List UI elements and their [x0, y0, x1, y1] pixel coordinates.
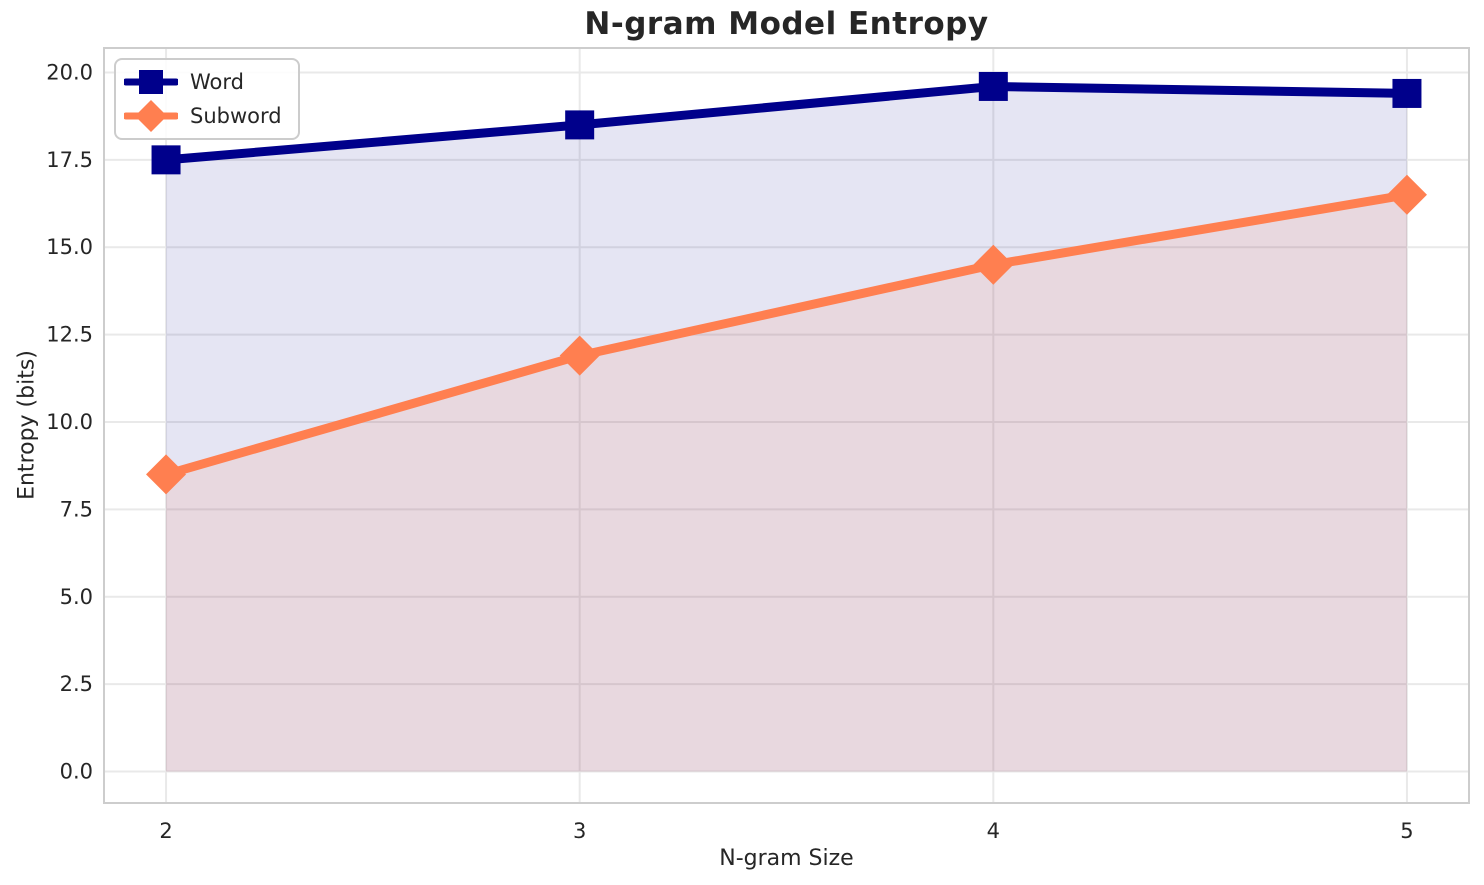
- chart-title: N-gram Model Entropy: [584, 6, 989, 42]
- y-tick-label: 12.5: [46, 323, 93, 347]
- series-line: [161, 190, 1412, 479]
- y-tick-label: 20.0: [46, 60, 93, 84]
- series-area: [166, 86, 1407, 772]
- data-point-marker: [146, 454, 187, 495]
- y-tick-label: 10.0: [46, 410, 93, 434]
- y-tick-label: 0.0: [60, 760, 93, 784]
- legend-label-subword: Subword: [190, 104, 282, 128]
- series-line: [161, 81, 1412, 165]
- x-tick-label: 3: [573, 819, 586, 843]
- x-tick-label: 5: [1400, 819, 1413, 843]
- data-point-marker: [559, 335, 600, 376]
- word-line-marker-icon: [124, 70, 178, 94]
- y-tick-label: 2.5: [60, 672, 93, 696]
- y-tick-label: 7.5: [60, 497, 93, 521]
- subword-line-marker-icon: [124, 100, 178, 132]
- legend-label-word: Word: [190, 70, 244, 94]
- legend-item-subword: Subword: [124, 100, 282, 132]
- axis-spine: [103, 47, 1470, 804]
- x-tick-label: 2: [159, 819, 172, 843]
- x-axis-label: N-gram Size: [719, 846, 854, 871]
- series-area: [166, 194, 1407, 772]
- y-tick-label: 17.5: [46, 148, 93, 172]
- data-point-marker: [978, 71, 1008, 101]
- data-point-marker: [565, 110, 595, 140]
- data-point-marker: [151, 145, 181, 175]
- data-point-marker: [973, 244, 1014, 285]
- legend: Word Subword: [114, 58, 300, 140]
- y-tick-label: 5.0: [60, 585, 93, 609]
- x-tick-label: 4: [987, 819, 1000, 843]
- legend-item-word: Word: [124, 66, 282, 98]
- y-tick-label: 15.0: [46, 235, 93, 259]
- data-point-marker: [1392, 78, 1422, 108]
- data-point-marker: [1386, 174, 1427, 215]
